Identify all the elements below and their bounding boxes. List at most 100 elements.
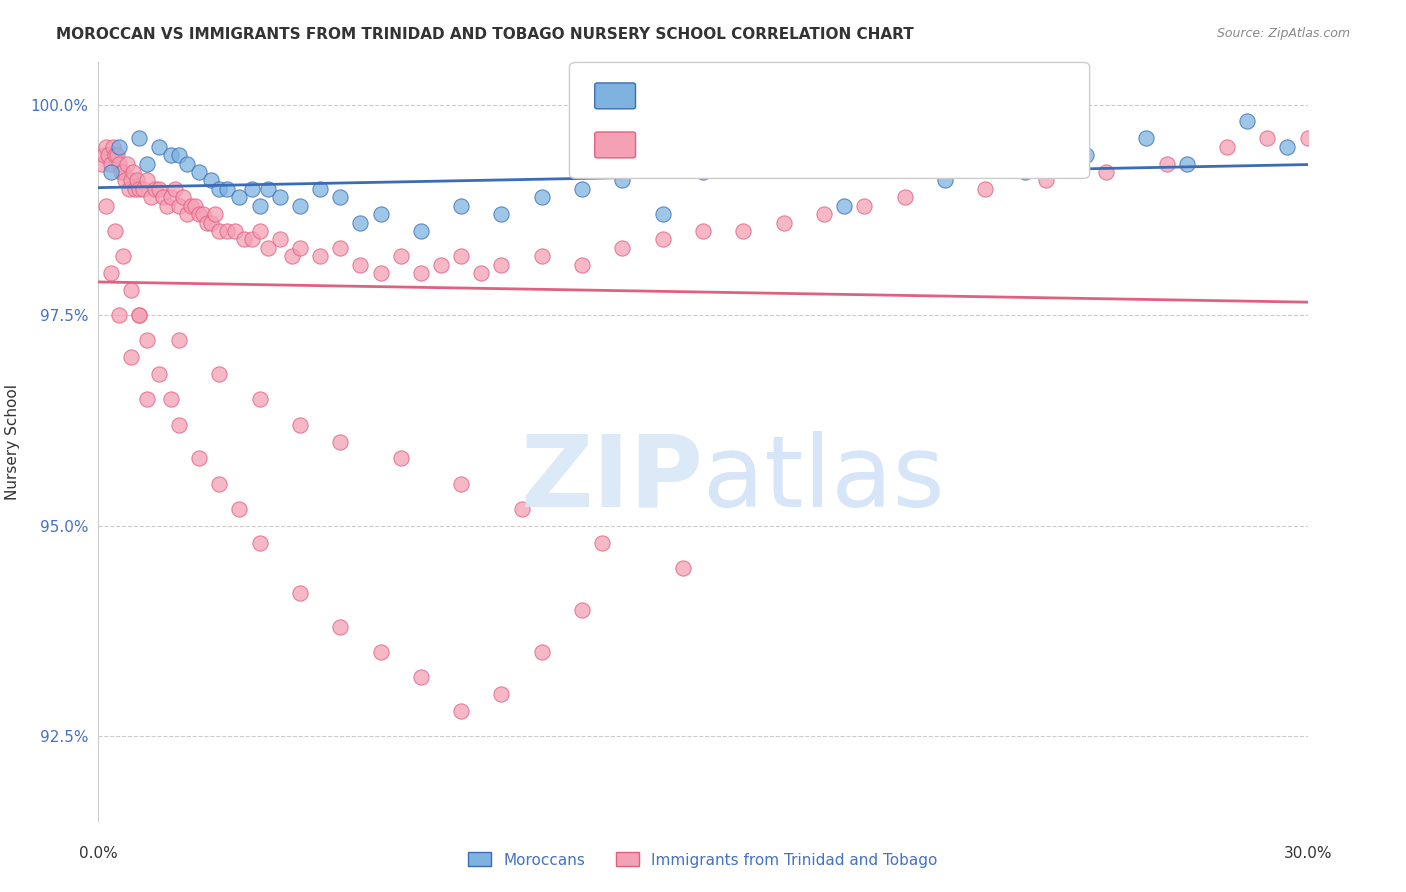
Text: N = 115: N = 115 [815, 136, 879, 150]
Point [120, 283, 142, 297]
Point [450, 476, 472, 491]
Point [107, 139, 129, 153]
Point [491, 258, 513, 272]
Point [329, 190, 352, 204]
Point [772, 215, 794, 229]
Point [128, 308, 150, 322]
Point [100, 165, 122, 179]
Point [188, 207, 211, 221]
Point [692, 224, 714, 238]
Point [101, 139, 124, 153]
Point [1035, 173, 1057, 187]
Point [167, 417, 190, 432]
Point [571, 258, 593, 272]
Point [813, 207, 835, 221]
Point [97, 148, 120, 162]
Point [228, 190, 250, 204]
Point [100, 156, 122, 170]
Text: R = 0.230: R = 0.230 [644, 136, 720, 150]
Point [450, 704, 472, 718]
Text: 0.0%: 0.0% [79, 846, 118, 861]
Point [204, 207, 226, 221]
Point [249, 392, 271, 407]
Point [309, 249, 332, 263]
Point [349, 215, 371, 229]
Point [128, 308, 150, 322]
Point [672, 561, 695, 575]
Point [530, 249, 553, 263]
Point [139, 190, 162, 204]
Point [91, 156, 114, 170]
Point [692, 165, 714, 179]
Point [249, 224, 271, 238]
Point [180, 199, 202, 213]
Point [152, 190, 174, 204]
Point [240, 182, 263, 196]
Point [329, 434, 352, 449]
Point [148, 139, 170, 153]
Point [176, 207, 198, 221]
Point [1095, 165, 1118, 179]
Point [1135, 131, 1157, 145]
Point [1296, 131, 1319, 145]
Point [135, 392, 157, 407]
Point [167, 334, 190, 348]
Point [309, 182, 332, 196]
Point [256, 182, 278, 196]
Point [370, 207, 392, 221]
Point [288, 199, 311, 213]
Point [288, 241, 311, 255]
Point [96, 139, 118, 153]
Text: 30.0%: 30.0% [1284, 846, 1331, 861]
Point [156, 199, 179, 213]
Point [124, 182, 146, 196]
Point [135, 334, 157, 348]
Point [370, 645, 392, 659]
Point [491, 687, 513, 701]
Point [188, 451, 211, 466]
Point [176, 156, 198, 170]
Point [160, 392, 183, 407]
Point [288, 417, 311, 432]
Point [733, 224, 755, 238]
Point [114, 173, 136, 187]
Point [832, 199, 855, 213]
Point [409, 266, 432, 280]
Point [491, 207, 513, 221]
Text: MOROCCAN VS IMMIGRANTS FROM TRINIDAD AND TOBAGO NURSERY SCHOOL CORRELATION CHART: MOROCCAN VS IMMIGRANTS FROM TRINIDAD AND… [56, 27, 914, 42]
Point [208, 367, 231, 381]
Point [121, 165, 143, 179]
Point [1014, 165, 1036, 179]
Point [450, 199, 472, 213]
Point [329, 620, 352, 634]
Point [217, 182, 239, 196]
Point [269, 232, 291, 246]
Text: R = 0.555: R = 0.555 [644, 87, 720, 101]
Point [249, 199, 271, 213]
Point [100, 266, 122, 280]
Point [128, 182, 150, 196]
Point [571, 182, 593, 196]
Legend: Moroccans, Immigrants from Trinidad and Tobago: Moroccans, Immigrants from Trinidad and … [463, 847, 943, 873]
Point [256, 241, 278, 255]
Point [120, 351, 142, 365]
Point [530, 190, 553, 204]
Point [93, 148, 115, 162]
Point [1156, 156, 1178, 170]
Point [184, 199, 207, 213]
Point [240, 232, 263, 246]
Point [110, 165, 132, 179]
Point [288, 586, 311, 600]
Point [1277, 139, 1299, 153]
Point [530, 645, 553, 659]
Point [409, 670, 432, 684]
Point [370, 266, 392, 280]
Point [571, 603, 593, 617]
Point [200, 173, 222, 187]
Point [329, 241, 352, 255]
Point [105, 148, 128, 162]
Point [188, 165, 211, 179]
Point [208, 224, 231, 238]
Point [111, 165, 134, 179]
Point [651, 232, 673, 246]
